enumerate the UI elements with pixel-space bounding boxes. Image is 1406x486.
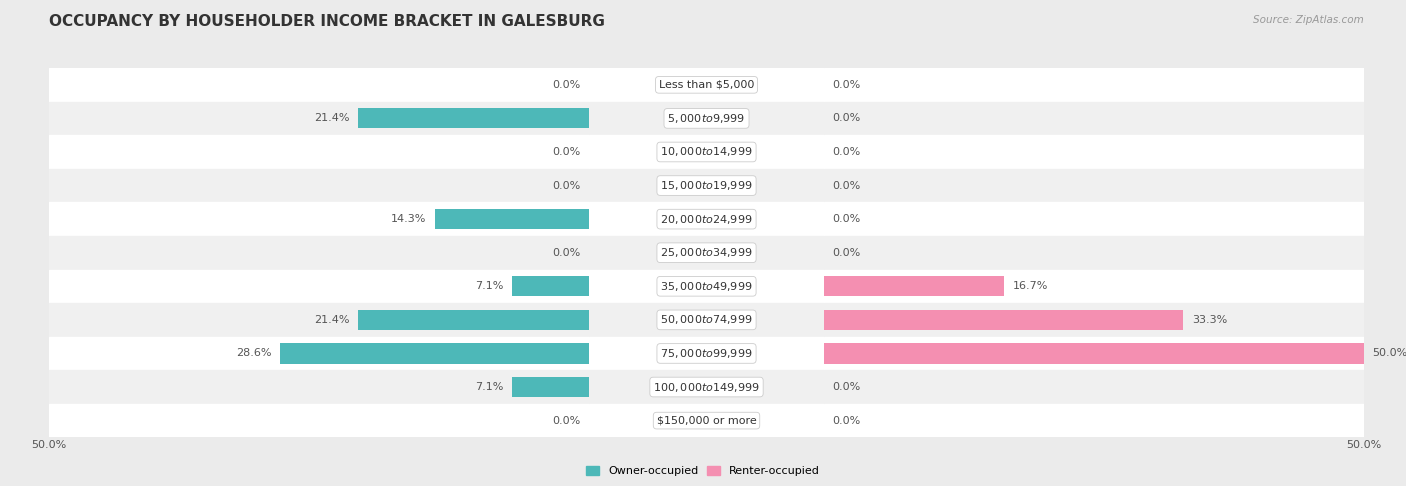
Text: $100,000 to $149,999: $100,000 to $149,999 (654, 381, 759, 394)
Text: 7.1%: 7.1% (475, 382, 503, 392)
Bar (49, 270, 589, 303)
Bar (49, 102, 589, 135)
Bar (824, 135, 1364, 169)
Bar (359, 310, 589, 330)
Text: 0.0%: 0.0% (832, 214, 860, 224)
Text: 0.0%: 0.0% (553, 248, 581, 258)
Bar (512, 276, 589, 296)
Text: $5,000 to $9,999: $5,000 to $9,999 (668, 112, 745, 125)
Bar (824, 370, 1364, 404)
Text: 0.0%: 0.0% (832, 248, 860, 258)
Bar (589, 68, 824, 102)
Bar (824, 169, 1364, 202)
Bar (49, 68, 589, 102)
Bar (434, 209, 589, 229)
Bar (824, 337, 1364, 370)
Text: $35,000 to $49,999: $35,000 to $49,999 (661, 280, 752, 293)
Bar (589, 303, 824, 337)
Text: 0.0%: 0.0% (832, 113, 860, 123)
Bar (824, 102, 1364, 135)
Text: Source: ZipAtlas.com: Source: ZipAtlas.com (1253, 15, 1364, 25)
Bar (824, 344, 1364, 364)
Bar (512, 377, 589, 397)
Bar (824, 236, 1364, 270)
Bar (824, 276, 1004, 296)
Bar (589, 169, 824, 202)
Text: 14.3%: 14.3% (391, 214, 426, 224)
Bar (824, 202, 1364, 236)
Text: $10,000 to $14,999: $10,000 to $14,999 (661, 145, 752, 158)
Bar (49, 303, 589, 337)
Bar (49, 135, 589, 169)
Text: 0.0%: 0.0% (553, 416, 581, 426)
Bar (49, 404, 589, 437)
Bar (824, 270, 1364, 303)
Bar (589, 270, 824, 303)
Text: 0.0%: 0.0% (832, 416, 860, 426)
Text: 28.6%: 28.6% (236, 348, 271, 359)
Bar (589, 370, 824, 404)
Text: 50.0%: 50.0% (1372, 348, 1406, 359)
Text: 0.0%: 0.0% (832, 80, 860, 90)
Bar (280, 344, 589, 364)
Text: 0.0%: 0.0% (832, 181, 860, 191)
Bar (49, 202, 589, 236)
Legend: Owner-occupied, Renter-occupied: Owner-occupied, Renter-occupied (581, 461, 825, 481)
Text: 0.0%: 0.0% (553, 80, 581, 90)
Text: $15,000 to $19,999: $15,000 to $19,999 (661, 179, 752, 192)
Bar (589, 202, 824, 236)
Text: $25,000 to $34,999: $25,000 to $34,999 (661, 246, 752, 259)
Text: OCCUPANCY BY HOUSEHOLDER INCOME BRACKET IN GALESBURG: OCCUPANCY BY HOUSEHOLDER INCOME BRACKET … (49, 14, 605, 29)
Bar (824, 310, 1184, 330)
Bar (49, 370, 589, 404)
Bar (49, 337, 589, 370)
Text: 0.0%: 0.0% (553, 147, 581, 157)
Bar (359, 108, 589, 128)
Bar (589, 102, 824, 135)
Bar (824, 303, 1364, 337)
Bar (49, 169, 589, 202)
Bar (49, 236, 589, 270)
Text: 0.0%: 0.0% (832, 382, 860, 392)
Bar (589, 337, 824, 370)
Text: 0.0%: 0.0% (832, 147, 860, 157)
Text: 7.1%: 7.1% (475, 281, 503, 291)
Text: $50,000 to $74,999: $50,000 to $74,999 (661, 313, 752, 327)
Text: 0.0%: 0.0% (553, 181, 581, 191)
Text: Less than $5,000: Less than $5,000 (659, 80, 754, 90)
Text: $20,000 to $24,999: $20,000 to $24,999 (661, 213, 752, 226)
Bar (589, 404, 824, 437)
Bar (589, 236, 824, 270)
Text: 33.3%: 33.3% (1192, 315, 1227, 325)
Bar (589, 135, 824, 169)
Text: 16.7%: 16.7% (1012, 281, 1049, 291)
Text: $75,000 to $99,999: $75,000 to $99,999 (661, 347, 752, 360)
Text: 21.4%: 21.4% (314, 113, 350, 123)
Bar (824, 404, 1364, 437)
Bar (824, 68, 1364, 102)
Text: 21.4%: 21.4% (314, 315, 350, 325)
Text: $150,000 or more: $150,000 or more (657, 416, 756, 426)
